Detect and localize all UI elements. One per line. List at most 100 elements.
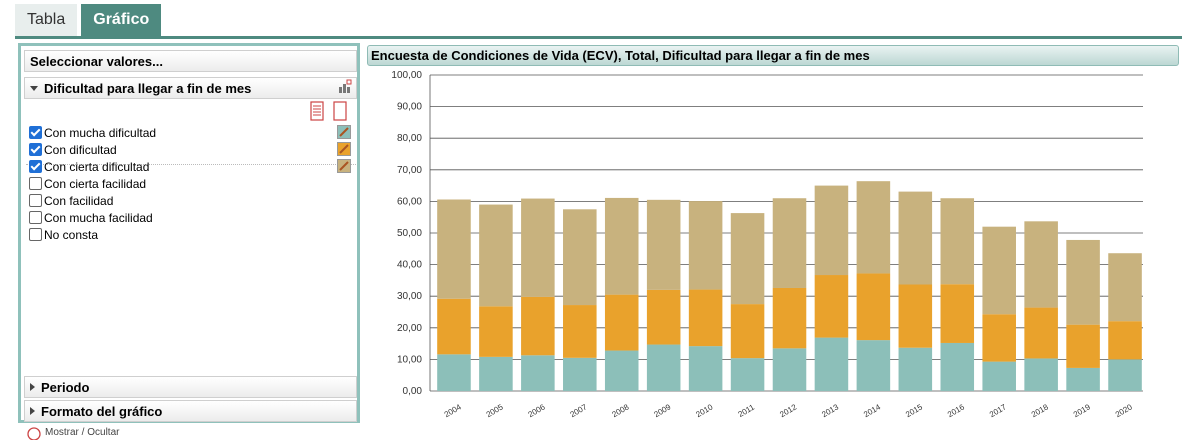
bar-segment bbox=[521, 355, 555, 391]
bar-segment bbox=[856, 273, 891, 341]
list-item[interactable]: Con mucha dificultad bbox=[29, 124, 355, 141]
bar-segment bbox=[604, 197, 639, 295]
list-item[interactable]: Con facilidad bbox=[29, 192, 355, 209]
bar-segment bbox=[688, 201, 723, 290]
bar-segment bbox=[479, 356, 513, 391]
bar-segment bbox=[772, 198, 807, 288]
values-list: Con mucha dificultad Con dificultad Con … bbox=[29, 124, 355, 243]
item-label: No consta bbox=[44, 227, 99, 242]
footer-label: Mostrar / Ocultar bbox=[45, 426, 120, 438]
bar-segment bbox=[563, 209, 597, 306]
formato-header[interactable]: Formato del gráfico bbox=[24, 400, 357, 422]
y-tick-label: 60,00 bbox=[397, 196, 422, 207]
bar-segment bbox=[772, 348, 807, 391]
x-tick-label: 2017 bbox=[988, 402, 1008, 419]
tab-bar: Tabla Gráfico bbox=[15, 4, 165, 36]
bar-segment bbox=[604, 294, 639, 351]
bar-segment bbox=[521, 296, 555, 356]
collapse-arrow-icon bbox=[30, 85, 38, 91]
y-tick-label: 50,00 bbox=[397, 228, 422, 239]
variable-header[interactable]: Dificultad para llegar a fin de mes bbox=[24, 77, 357, 99]
hierarchy-icon[interactable] bbox=[338, 79, 354, 95]
color-pencil-icon[interactable] bbox=[337, 142, 351, 156]
item-label: Con mucha facilidad bbox=[44, 210, 153, 225]
x-tick-label: 2012 bbox=[778, 402, 798, 419]
periodo-header[interactable]: Periodo bbox=[24, 376, 357, 398]
x-tick-label: 2014 bbox=[862, 402, 882, 419]
expand-arrow-icon bbox=[30, 383, 35, 391]
bar-segment bbox=[940, 342, 975, 391]
bar-segment bbox=[646, 289, 681, 345]
select-none-icon[interactable] bbox=[333, 101, 347, 121]
item-label: Con facilidad bbox=[44, 193, 114, 208]
variable-title: Dificultad para llegar a fin de mes bbox=[44, 80, 252, 96]
bar-segment bbox=[814, 337, 849, 391]
checkbox[interactable] bbox=[29, 194, 42, 207]
bar-segment bbox=[730, 358, 765, 391]
tab-underline bbox=[15, 36, 1182, 39]
item-label: Con dificultad bbox=[44, 142, 117, 157]
x-tick-label: 2010 bbox=[694, 402, 714, 419]
bar-segment bbox=[479, 204, 513, 307]
checkbox[interactable] bbox=[29, 160, 42, 173]
bar-segment bbox=[940, 198, 975, 285]
select-all-icon[interactable] bbox=[310, 101, 324, 121]
bar-segment bbox=[814, 275, 849, 338]
bar-segment bbox=[898, 347, 933, 391]
formato-label: Formato del gráfico bbox=[41, 403, 163, 419]
bar-segment bbox=[898, 191, 933, 285]
x-tick-label: 2009 bbox=[652, 402, 672, 419]
item-label: Con cierta facilidad bbox=[44, 176, 147, 191]
selection-panel: Seleccionar valores... Dificultad para l… bbox=[18, 43, 360, 423]
list-item[interactable]: Con cierta facilidad bbox=[29, 175, 355, 192]
periodo-label: Periodo bbox=[41, 379, 90, 395]
tab-grafico[interactable]: Gráfico bbox=[81, 4, 162, 36]
bar-segment bbox=[1024, 307, 1058, 359]
x-tick-label: 2007 bbox=[569, 402, 589, 419]
x-tick-label: 2015 bbox=[904, 402, 924, 419]
x-tick-label: 2019 bbox=[1072, 402, 1092, 419]
bar-segment bbox=[772, 287, 807, 349]
bar-segment bbox=[1024, 358, 1058, 391]
checkbox[interactable] bbox=[29, 143, 42, 156]
bar-segment bbox=[1066, 367, 1100, 391]
chart-title-text: Encuesta de Condiciones de Vida (ECV), T… bbox=[371, 48, 870, 63]
bar-segment bbox=[437, 354, 471, 391]
bar-segment bbox=[688, 289, 723, 347]
bar-segment bbox=[1024, 221, 1058, 308]
bar-segment bbox=[982, 314, 1016, 362]
bar-segment bbox=[856, 340, 891, 391]
bar-segment bbox=[1108, 321, 1142, 360]
select-values-header[interactable]: Seleccionar valores... bbox=[24, 50, 357, 72]
x-tick-label: 2013 bbox=[820, 402, 840, 419]
list-item[interactable]: No consta bbox=[29, 226, 355, 243]
color-pencil-icon[interactable] bbox=[337, 125, 351, 139]
footer-toggle[interactable]: Mostrar / Ocultar bbox=[26, 424, 119, 440]
item-label: Con cierta dificultad bbox=[44, 159, 150, 174]
checkbox[interactable] bbox=[29, 228, 42, 241]
y-tick-label: 20,00 bbox=[397, 323, 422, 334]
x-tick-label: 2018 bbox=[1030, 402, 1050, 419]
bar-segment bbox=[521, 198, 555, 297]
y-tick-label: 70,00 bbox=[397, 165, 422, 176]
bar-segment bbox=[730, 213, 765, 305]
bar-segment bbox=[1066, 324, 1100, 368]
list-item[interactable]: Con dificultad bbox=[29, 141, 355, 158]
x-tick-label: 2006 bbox=[527, 402, 547, 419]
list-item[interactable]: Con mucha facilidad bbox=[29, 209, 355, 226]
bar-segment bbox=[982, 361, 1016, 391]
item-label: Con mucha dificultad bbox=[44, 125, 157, 140]
list-item[interactable]: Con cierta dificultad bbox=[29, 158, 355, 175]
y-tick-label: 0,00 bbox=[403, 386, 423, 397]
tab-tabla[interactable]: Tabla bbox=[15, 4, 78, 36]
checkbox[interactable] bbox=[29, 177, 42, 190]
bar-segment bbox=[898, 284, 933, 348]
checkbox[interactable] bbox=[29, 211, 42, 224]
x-tick-label: 2004 bbox=[443, 402, 463, 419]
bar-segment bbox=[479, 306, 513, 357]
chart-title: Encuesta de Condiciones de Vida (ECV), T… bbox=[367, 45, 1179, 66]
color-pencil-icon[interactable] bbox=[337, 159, 351, 173]
bar-segment bbox=[437, 199, 471, 299]
checkbox[interactable] bbox=[29, 126, 42, 139]
bar-segment bbox=[814, 185, 849, 276]
